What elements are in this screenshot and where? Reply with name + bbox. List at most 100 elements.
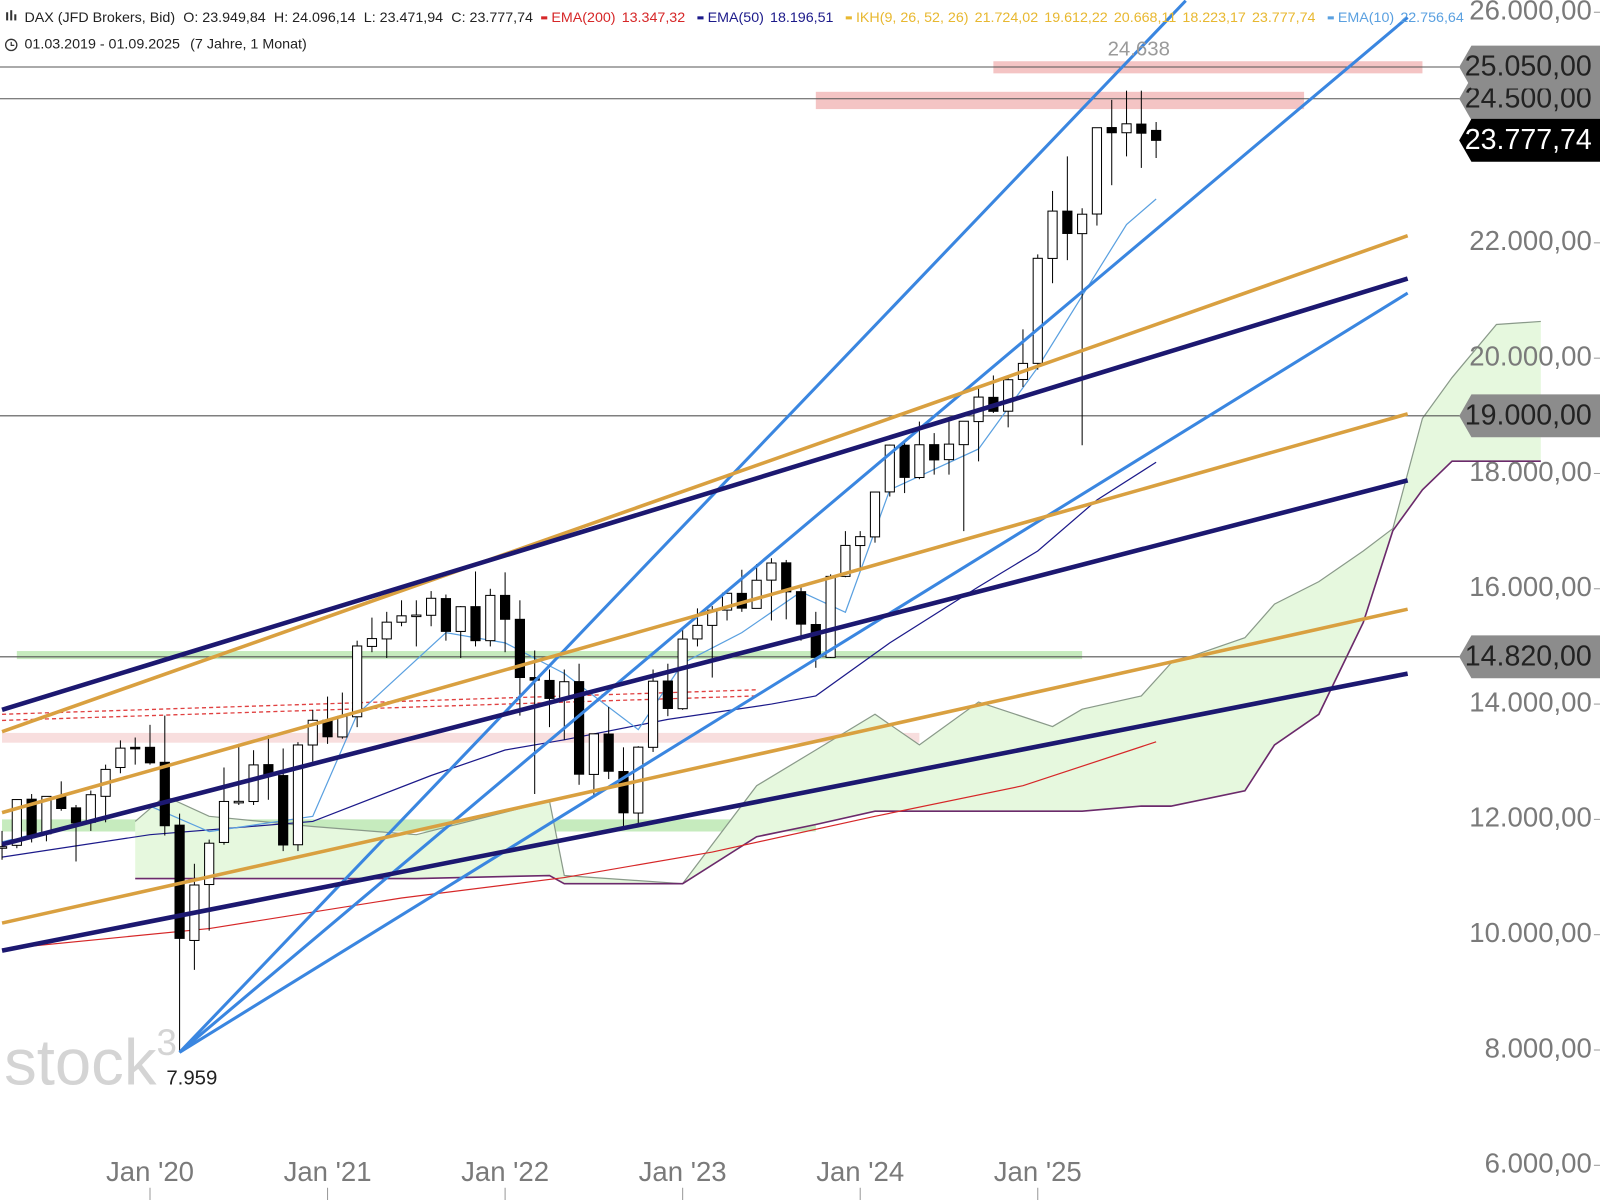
header-ohlc: C: 23.777,74 (451, 10, 533, 26)
indicator-line (1, 741, 1157, 950)
legend-value: 23.777,74 (1252, 10, 1316, 26)
y-tick-label: 20.000,00 (1469, 340, 1592, 371)
candle-body (603, 733, 614, 772)
candle-body (677, 638, 688, 710)
watermark: stock3 (4, 1022, 177, 1099)
candle-body (366, 638, 378, 647)
trend-line (1, 671, 1409, 953)
candle-body (958, 420, 969, 446)
cloud-span-b (135, 460, 1541, 885)
candle-body (455, 606, 466, 632)
header-ohlc: H: 24.096,14 (274, 10, 356, 26)
indicator-line (1, 461, 1157, 858)
y-tick-label: 12.000,00 (1469, 802, 1592, 833)
header-ohlc: O: 23.949,84 (183, 10, 266, 26)
candle-body (795, 591, 807, 625)
y-tick-label: 8.000,00 (1485, 1032, 1592, 1063)
header-icons (4, 10, 18, 52)
candle-body (810, 624, 821, 658)
candle-body (943, 443, 955, 461)
legend-value: 21.724,02 (975, 10, 1039, 26)
header-symbol: DAX (JFD Brokers, Bid) (24, 10, 175, 26)
candle-body (337, 715, 348, 738)
candle-body (440, 598, 452, 632)
candle-body (751, 579, 762, 609)
candle-body (0, 846, 8, 849)
legend-name: IKH(9, 26, 52, 26) (856, 10, 969, 26)
last-price-tag-label: 23.777,74 (1465, 124, 1592, 156)
legend-swatch (1327, 16, 1334, 20)
legend-value: 13.347,32 (622, 10, 686, 26)
x-tick-label: Jan '22 (461, 1156, 549, 1187)
candle-body (352, 645, 363, 718)
y-tick-label: 18.000,00 (1469, 456, 1592, 487)
candle-body (248, 764, 259, 803)
legend-swatch (697, 16, 704, 20)
candle-body (544, 679, 555, 699)
candle-body (1091, 127, 1103, 215)
trend-line (178, 291, 1409, 1054)
x-tick-label: Jan '23 (639, 1156, 727, 1187)
legend-value: 20.668,11 (1114, 10, 1176, 26)
header-ohlc: L: 23.471,94 (364, 10, 443, 26)
candle-body (884, 444, 895, 493)
candle-body (500, 594, 511, 620)
legend-value: 22.756,64 (1400, 10, 1464, 26)
candle-body (470, 606, 481, 642)
candle-body (766, 562, 777, 581)
candle-body (204, 842, 215, 886)
candle-body (1136, 123, 1147, 134)
candle-body (396, 615, 407, 623)
candle-body (514, 618, 525, 679)
zone (16, 651, 1083, 660)
candle-body (573, 681, 585, 775)
candle-body (1003, 379, 1014, 412)
legend-name: EMA(200) (551, 10, 615, 26)
level-tag-label: 25.050,00 (1465, 51, 1592, 83)
candle-body (218, 800, 230, 843)
candle-body (1121, 123, 1132, 134)
candle-body (825, 575, 836, 658)
candle-body (914, 444, 925, 479)
trend-line (178, 16, 1409, 1054)
watermark-sup: 3 (156, 1022, 176, 1063)
candle-body (278, 775, 289, 846)
y-tick-label: 14.000,00 (1469, 686, 1592, 717)
annotation: 24.638 (1108, 39, 1170, 61)
annotation: 7.959 (166, 1067, 217, 1089)
candle-body (721, 592, 733, 611)
candle-body (1047, 210, 1058, 259)
candle-body (381, 621, 392, 640)
legend-swatch (541, 16, 548, 20)
candle-body (869, 491, 881, 538)
candle-body (692, 624, 703, 640)
candle-body (840, 544, 851, 577)
candle-body (647, 680, 659, 748)
candle-body (1032, 257, 1043, 364)
legend-name: EMA(50) (708, 10, 764, 26)
candle-body (855, 536, 866, 547)
y-tick-label: 22.000,00 (1469, 225, 1592, 256)
zone (815, 91, 1305, 110)
candle-body (618, 771, 629, 814)
zone (2, 819, 816, 832)
y-tick-label: 6.000,00 (1485, 1148, 1592, 1179)
candle-body (233, 800, 244, 804)
y-tick-label: 16.000,00 (1469, 571, 1592, 602)
candle-body (1077, 213, 1088, 235)
legend-name: EMA(10) (1338, 10, 1394, 26)
candle-body (1062, 210, 1073, 234)
candle-body (144, 746, 156, 764)
candle-body (292, 744, 304, 846)
header-range-note: (7 Jahre, 1 Monat) (190, 37, 307, 53)
trend-line (1, 607, 1409, 925)
candle-body (899, 444, 910, 478)
zone (2, 732, 920, 743)
candle-body (1151, 129, 1162, 141)
x-tick-label: Jan '20 (106, 1156, 194, 1187)
candle-body (85, 794, 96, 823)
candle-body (130, 746, 141, 750)
candle-body (426, 597, 437, 616)
trend-line (1, 478, 1409, 847)
